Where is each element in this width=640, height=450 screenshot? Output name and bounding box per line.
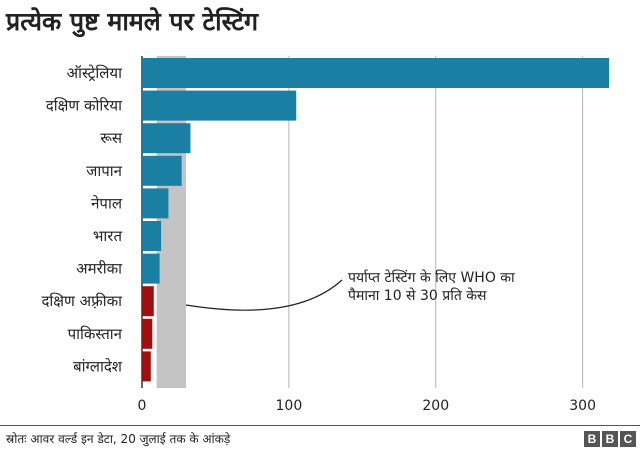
bar <box>142 155 182 186</box>
bar <box>142 286 154 317</box>
annotation-pointer <box>185 279 343 311</box>
chart-title: प्रत्येक पुष्ट मामले पर टेस्टिंग <box>6 7 259 36</box>
bar <box>142 318 153 349</box>
bar-chart: ऑस्ट्रेलिया दक्षिण कोरिया रूस जापान नेपाल भार… <box>41 56 610 414</box>
annotation-text: पैमाना 10 से 30 प्रति केस <box>348 287 487 304</box>
logo-letter-b1: B <box>584 431 600 447</box>
footer-divider <box>0 425 640 426</box>
category-label: जापान <box>86 162 122 180</box>
bbc-logo: B B C <box>584 431 636 447</box>
category-label: बांग्लादेश <box>73 357 123 375</box>
bar <box>142 221 162 251</box>
x-tick-label: 200 <box>422 398 449 414</box>
category-label: ऑस्ट्रेलिया <box>67 64 123 82</box>
source-note: स्रोतः आवर वर्ल्ड इन डेटा, 20 जुलाई तक क… <box>6 432 231 446</box>
category-label: अमरीका <box>76 260 123 278</box>
category-label: नेपाल <box>91 194 123 212</box>
category-label: पाकिस्तान <box>68 325 123 343</box>
bar <box>142 351 151 382</box>
category-label: दक्षिण कोरिया <box>46 97 123 115</box>
logo-letter-c: C <box>620 431 636 447</box>
category-label: दक्षिण अफ़्रीका <box>41 292 123 310</box>
bar <box>142 123 191 154</box>
category-label: रूस <box>100 129 123 147</box>
logo-letter-b2: B <box>602 431 618 447</box>
bar <box>142 90 297 121</box>
x-tick-label: 0 <box>138 398 147 414</box>
category-label: भारत <box>93 227 123 245</box>
x-tick-label: 100 <box>276 398 303 414</box>
annotation-text: पर्याप्त टेस्टिंग के लिए WHO का <box>348 269 515 286</box>
bar <box>142 253 160 284</box>
bar <box>142 58 610 88</box>
x-tick-label: 300 <box>569 398 596 414</box>
bar <box>142 188 169 219</box>
